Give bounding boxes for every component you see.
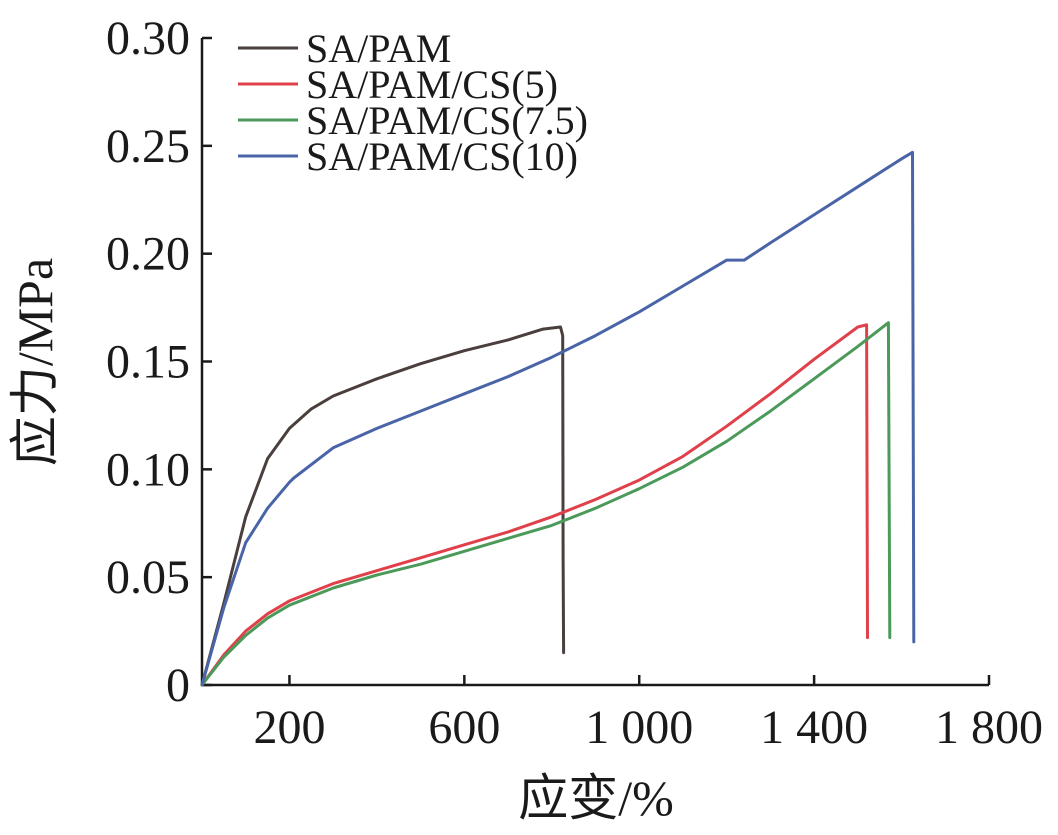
x-tick-label: 1 000 <box>585 701 693 754</box>
y-tick-label: 0.15 <box>106 336 190 389</box>
y-tick-label: 0 <box>166 659 190 712</box>
x-ticks: 200 600 1 000 1 400 1 800 <box>253 675 1043 754</box>
series-line-3 <box>200 321 892 687</box>
x-tick-label: 1 800 <box>935 701 1043 754</box>
series-lines <box>200 150 916 687</box>
x-tick-label: 600 <box>428 701 500 754</box>
y-tick-label: 0.10 <box>106 443 190 496</box>
series-line-1 <box>200 325 566 687</box>
y-tick-label: 0.30 <box>106 12 190 65</box>
legend-label: SA/PAM <box>306 26 451 71</box>
x-axis-title: 应变/% <box>518 770 674 826</box>
legend-label: SA/PAM/CS(7.5) <box>306 98 588 143</box>
plot-area: 0 0.05 0.10 0.15 0.20 0.25 0.30 200 600 1 000 1 4… <box>106 12 1043 754</box>
legend-label: SA/PAM/CS(5) <box>306 62 558 107</box>
x-tick-label: 200 <box>253 701 325 754</box>
y-tick-label: 0.25 <box>106 120 190 173</box>
legend-label: SA/PAM/CS(10) <box>306 134 578 179</box>
y-ticks: 0 0.05 0.10 0.15 0.20 0.25 0.30 <box>106 12 212 712</box>
y-axis-title: 应力/MPa <box>7 258 63 466</box>
series-line-4 <box>200 150 916 687</box>
series-line-2 <box>200 323 869 687</box>
legend: SA/PAMSA/PAM/CS(5)SA/PAM/CS(7.5)SA/PAM/C… <box>238 26 588 179</box>
x-tick-label: 1 400 <box>760 701 868 754</box>
y-tick-label: 0.20 <box>106 228 190 281</box>
y-tick-label: 0.05 <box>106 551 190 604</box>
